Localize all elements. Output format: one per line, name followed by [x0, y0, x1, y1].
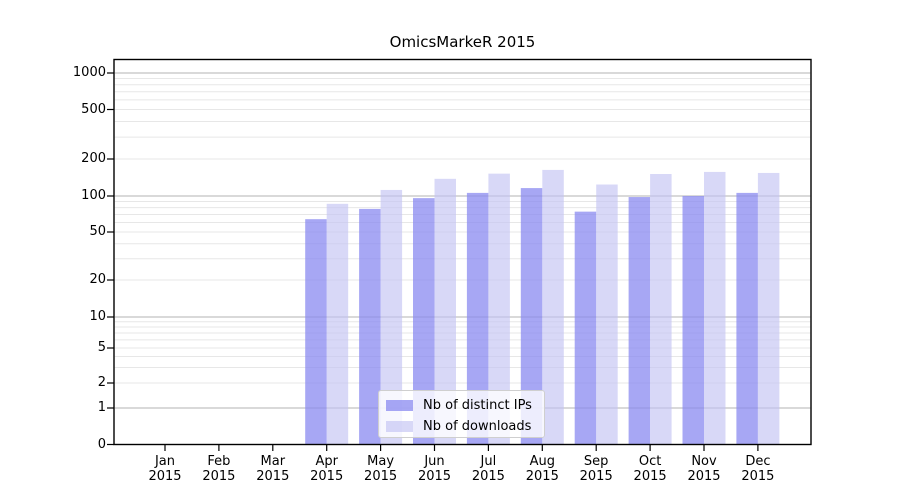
- chart-title: OmicsMarkeR 2015: [389, 33, 536, 51]
- month-label: Jul: [480, 454, 497, 469]
- month-label: Jun: [424, 454, 445, 469]
- bar-distinct-ips-oct: [628, 197, 651, 445]
- bar-distinct-ips-dec: [736, 192, 758, 445]
- bar-distinct-ips-jun: [413, 198, 435, 445]
- month-label: Apr: [315, 454, 338, 469]
- month-label: Mar: [260, 454, 286, 469]
- y-tick-label: 200: [81, 151, 106, 166]
- year-label: 2015: [633, 469, 667, 484]
- month-label: Nov: [691, 454, 717, 469]
- x-tick-label-mar: Mar 2015: [243, 454, 303, 484]
- year-label: 2015: [256, 469, 290, 484]
- legend-swatch-downloads: [386, 421, 413, 432]
- year-label: 2015: [741, 469, 775, 484]
- x-tick-label-sep: Sep 2015: [566, 454, 626, 484]
- y-tick-label: 1: [97, 400, 106, 415]
- legend: Nb of distinct IPs Nb of downloads: [378, 390, 545, 438]
- x-tick-label-jan: Jan 2015: [135, 454, 195, 484]
- year-label: 2015: [471, 469, 505, 484]
- bar-distinct-ips-apr: [305, 219, 327, 445]
- y-tick-label: 1000: [72, 65, 106, 80]
- bar-downloads-aug: [542, 169, 564, 445]
- month-label: May: [367, 454, 395, 469]
- x-tick-label-oct: Oct 2015: [620, 454, 680, 484]
- plot-border: [113, 58, 812, 446]
- legend-item: Nb of distinct IPs: [386, 395, 537, 416]
- bar-downloads-jun: [434, 178, 456, 445]
- month-label: Aug: [529, 454, 555, 469]
- bar-downloads-dec: [757, 172, 780, 445]
- y-tick-label: 20: [89, 272, 106, 287]
- y-tick-label: 5: [97, 340, 106, 355]
- year-label: 2015: [525, 469, 559, 484]
- year-label: 2015: [202, 469, 236, 484]
- month-label: Oct: [638, 454, 662, 469]
- y-tick-label: 0: [97, 436, 106, 452]
- year-label: 2015: [310, 469, 344, 484]
- x-tick-label-apr: Apr 2015: [297, 454, 357, 484]
- legend-item: Nb of downloads: [386, 416, 537, 437]
- x-tick-label-jun: Jun 2015: [405, 454, 465, 484]
- month-label: Sep: [583, 454, 609, 469]
- x-tick-label-dec: Dec 2015: [728, 454, 788, 484]
- y-tick-label: 500: [81, 101, 106, 117]
- year-label: 2015: [417, 469, 452, 484]
- x-tick-label-feb: Feb 2015: [189, 454, 249, 484]
- bar-downloads-nov: [704, 171, 726, 445]
- year-label: 2015: [148, 469, 182, 484]
- bar-downloads-oct: [650, 174, 672, 445]
- legend-label: Nb of distinct IPs: [423, 398, 532, 413]
- x-tick-label-aug: Aug 2015: [512, 454, 572, 484]
- year-label: 2015: [579, 469, 613, 484]
- bar-distinct-ips-jul: [466, 192, 489, 445]
- y-tick-label: 50: [89, 224, 106, 239]
- month-label: Jan: [154, 454, 176, 469]
- tick-marks: [107, 72, 759, 451]
- legend-label: Nb of downloads: [423, 419, 532, 434]
- bar-distinct-ips-nov: [682, 196, 704, 445]
- bar-distinct-ips-may: [359, 208, 381, 445]
- x-tick-label-nov: Nov 2015: [674, 454, 734, 484]
- month-label: Feb: [207, 454, 231, 469]
- x-tick-label-may: May 2015: [351, 454, 411, 484]
- bar-downloads-may: [380, 189, 403, 445]
- y-tick-label: 10: [89, 309, 106, 324]
- y-tick-label: 100: [81, 188, 106, 203]
- year-label: 2015: [687, 469, 721, 484]
- bar-downloads-apr: [326, 203, 349, 445]
- month-label: Dec: [745, 454, 771, 469]
- y-tick-label: 2: [97, 375, 106, 390]
- bar-downloads-jul: [488, 173, 510, 445]
- year-label: 2015: [364, 469, 398, 484]
- legend-swatch-distinct-ips: [386, 400, 413, 411]
- bars: [305, 169, 780, 445]
- bar-downloads-sep: [596, 184, 618, 445]
- bar-distinct-ips-sep: [574, 211, 597, 445]
- x-tick-label-jul: Jul 2015: [458, 454, 518, 484]
- bar-distinct-ips-aug: [520, 188, 543, 445]
